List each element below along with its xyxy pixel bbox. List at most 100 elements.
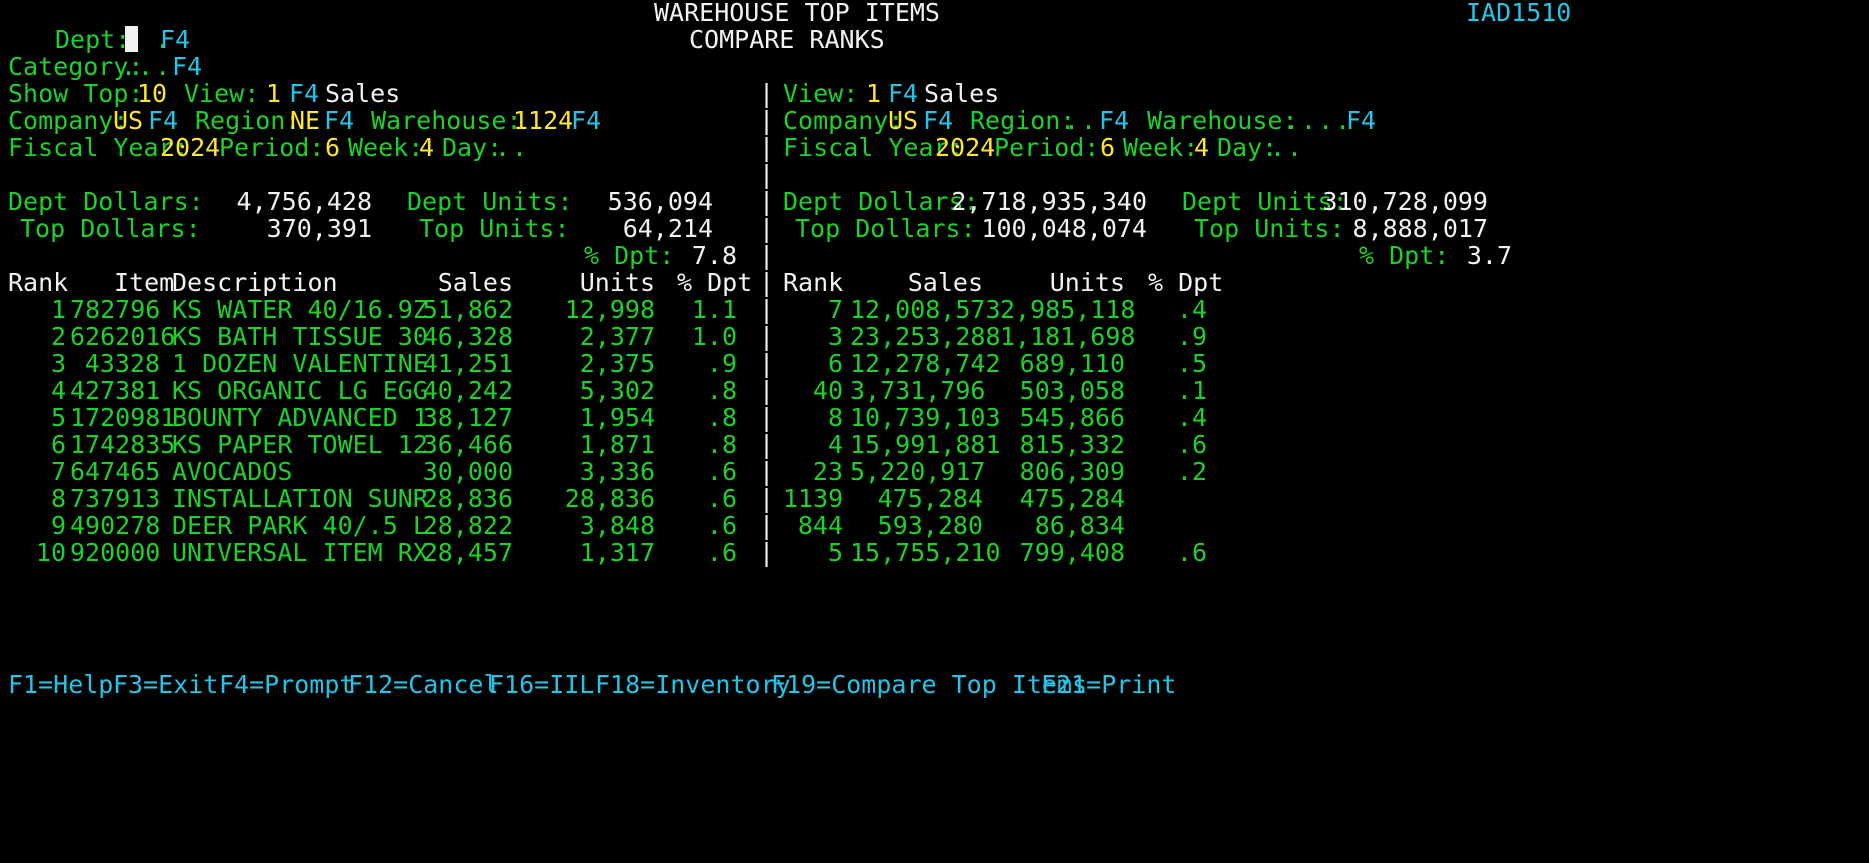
- divider: |: [759, 511, 775, 540]
- row-pct-dpt: 1.0: [691, 322, 737, 351]
- left-view-input[interactable]: 1: [266, 79, 282, 108]
- divider: |: [759, 457, 775, 486]
- row-cmp-pct-dpt: .4: [1176, 295, 1207, 324]
- right-fiscal-year-input[interactable]: 2024: [935, 133, 996, 162]
- left-fiscal-year-input[interactable]: 2024: [160, 133, 221, 162]
- left-pct-dpt: 7.8: [691, 241, 737, 270]
- function-key-f4[interactable]: F4=Prompt: [219, 670, 355, 699]
- divider: |: [759, 349, 775, 378]
- row-sales: 30,000: [422, 457, 513, 486]
- dept-label: Dept:: [55, 25, 131, 54]
- right-company-prompt[interactable]: F4: [923, 106, 954, 135]
- right-week-input[interactable]: 4: [1194, 133, 1210, 162]
- row-cmp-units: 475,284: [1019, 484, 1125, 513]
- function-key-f18[interactable]: F18=Inventory: [595, 670, 791, 699]
- row-cmp-units: 545,866: [1019, 403, 1125, 432]
- left-company-input[interactable]: US: [113, 106, 144, 135]
- row-rank: 8: [50, 484, 66, 513]
- show-top-input[interactable]: 10: [137, 79, 168, 108]
- row-cmp-sales: 5,220,917: [850, 457, 986, 486]
- row-cmp-rank: 4: [827, 430, 843, 459]
- divider: |: [759, 187, 775, 216]
- row-item-number: 920000: [70, 538, 161, 567]
- text-cursor: [125, 26, 138, 52]
- row-sales: 40,242: [422, 376, 513, 405]
- right-region-label: Region:: [970, 106, 1076, 135]
- divider: |: [759, 214, 775, 243]
- row-cmp-pct-dpt: .9: [1176, 322, 1207, 351]
- row-item-number: 427381: [70, 376, 161, 405]
- cmp-col-header-sales: Sales: [907, 268, 983, 297]
- left-week-input[interactable]: 4: [419, 133, 435, 162]
- row-cmp-rank: 6: [827, 349, 843, 378]
- right-view-input[interactable]: 1: [866, 79, 882, 108]
- left-company-prompt[interactable]: F4: [148, 106, 179, 135]
- right-warehouse-input[interactable]: ....: [1284, 106, 1353, 135]
- show-top-label: Show Top:: [8, 79, 144, 108]
- row-cmp-units: 689,110: [1019, 349, 1125, 378]
- left-period-input[interactable]: 6: [325, 133, 341, 162]
- left-region-prompt[interactable]: F4: [324, 106, 355, 135]
- left-view-prompt[interactable]: F4: [289, 79, 320, 108]
- right-region-input[interactable]: ..: [1064, 106, 1099, 135]
- row-units: 2,375: [579, 349, 655, 378]
- row-pct-dpt: .6: [706, 457, 737, 486]
- function-key-f21[interactable]: F21=Print: [1041, 670, 1177, 699]
- left-day-label: Day:: [442, 133, 503, 162]
- divider: |: [759, 403, 775, 432]
- left-region-input[interactable]: NE: [290, 106, 321, 135]
- function-key-f12[interactable]: F12=Cancel: [348, 670, 499, 699]
- screen-subtitle: COMPARE RANKS: [689, 25, 885, 54]
- function-key-f3[interactable]: F3=Exit: [113, 670, 219, 699]
- row-cmp-units: 503,058: [1019, 376, 1125, 405]
- left-dept-dollars: 4,756,428: [236, 187, 372, 216]
- right-company-label: Company:: [783, 106, 904, 135]
- row-units: 2,377: [579, 322, 655, 351]
- row-cmp-units: 806,309: [1019, 457, 1125, 486]
- category-prompt[interactable]: F4: [172, 52, 203, 81]
- row-cmp-sales: 3,731,796: [850, 376, 986, 405]
- function-key-f16[interactable]: F16=IIL: [489, 670, 595, 699]
- right-warehouse-label: Warehouse:: [1147, 106, 1298, 135]
- right-period-input[interactable]: 6: [1100, 133, 1116, 162]
- right-warehouse-prompt[interactable]: F4: [1346, 106, 1377, 135]
- row-cmp-pct-dpt: .6: [1176, 538, 1207, 567]
- left-warehouse-input[interactable]: 1124: [513, 106, 574, 135]
- col-header-description: Description: [172, 268, 338, 297]
- right-view-label: View:: [783, 79, 859, 108]
- row-item-number: 1742835: [70, 430, 176, 459]
- row-rank: 2: [50, 322, 66, 351]
- row-cmp-units: 799,408: [1019, 538, 1125, 567]
- row-cmp-rank: 1139: [783, 484, 844, 513]
- function-key-f19[interactable]: F19=Compare Top Items: [771, 670, 1088, 699]
- divider: |: [759, 160, 775, 189]
- row-cmp-units: 2,985,118: [1000, 295, 1136, 324]
- dept-prompt[interactable]: F4: [160, 25, 191, 54]
- divider: |: [759, 133, 775, 162]
- right-week-label: Week:: [1123, 133, 1199, 162]
- left-day-input[interactable]: ..: [495, 133, 530, 162]
- row-cmp-sales: 15,991,881: [850, 430, 1001, 459]
- right-view-prompt[interactable]: F4: [888, 79, 919, 108]
- right-company-input[interactable]: US: [888, 106, 919, 135]
- divider: |: [759, 484, 775, 513]
- right-region-prompt[interactable]: F4: [1099, 106, 1130, 135]
- col-header-sales: Sales: [437, 268, 513, 297]
- cmp-col-header-units: Units: [1049, 268, 1125, 297]
- row-rank: 3: [50, 349, 66, 378]
- divider: |: [759, 322, 775, 351]
- left-warehouse-prompt[interactable]: F4: [571, 106, 602, 135]
- function-key-f1[interactable]: F1=Help: [8, 670, 114, 699]
- dept-input[interactable]: .: [125, 24, 172, 56]
- category-input[interactable]: ...: [121, 52, 173, 81]
- right-top-units-label: Top Units:: [1194, 214, 1345, 243]
- row-sales: 38,127: [422, 403, 513, 432]
- row-units: 28,836: [564, 484, 655, 513]
- right-top-dollars-label: Top Dollars:: [795, 214, 976, 243]
- left-dept-units: 536,094: [607, 187, 713, 216]
- divider: |: [759, 376, 775, 405]
- divider: |: [759, 106, 775, 135]
- left-period-label: Period:: [219, 133, 325, 162]
- left-week-label: Week:: [348, 133, 424, 162]
- right-day-input[interactable]: ..: [1270, 133, 1305, 162]
